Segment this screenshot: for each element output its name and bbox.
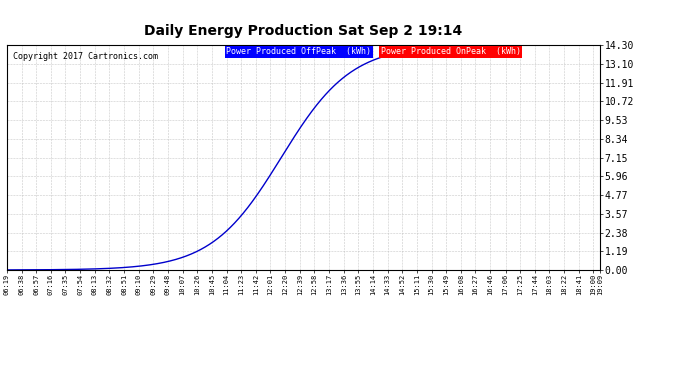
Text: Copyright 2017 Cartronics.com: Copyright 2017 Cartronics.com	[13, 52, 158, 61]
Text: Power Produced OffPeak  (kWh): Power Produced OffPeak (kWh)	[226, 47, 371, 56]
Text: Power Produced OnPeak  (kWh): Power Produced OnPeak (kWh)	[381, 47, 521, 56]
Text: Daily Energy Production Sat Sep 2 19:14: Daily Energy Production Sat Sep 2 19:14	[144, 24, 463, 38]
